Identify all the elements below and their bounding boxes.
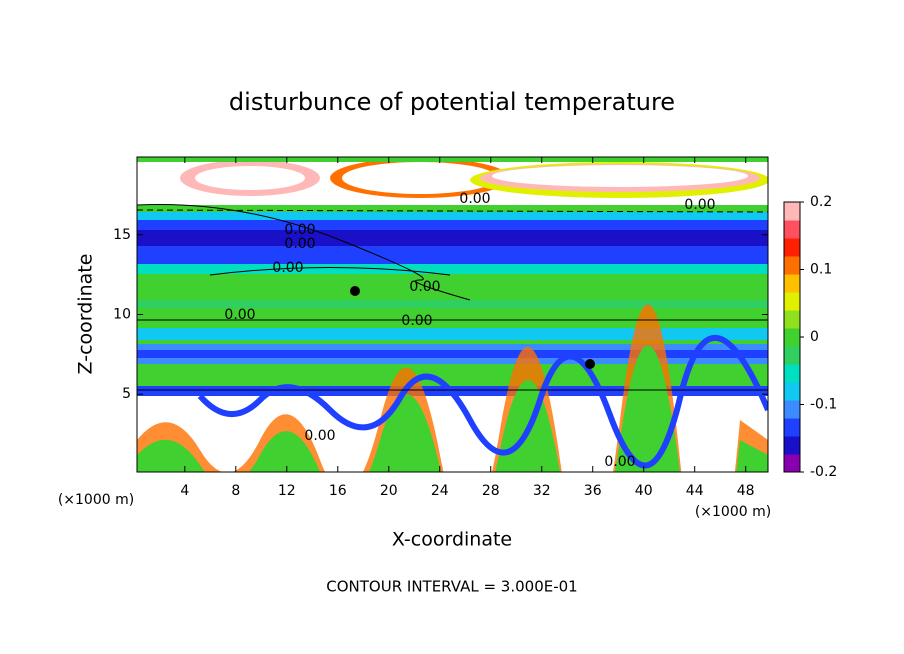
- contour-label: 0.00: [304, 428, 335, 444]
- colorbar-swatch: [784, 436, 800, 455]
- contour-label: 0.00: [684, 197, 715, 213]
- y-axis-label: Z-coordinate: [75, 254, 97, 375]
- x-tick-label: 4: [180, 483, 189, 499]
- colorbar-swatch: [784, 202, 800, 221]
- contour-label: 0.00: [409, 279, 440, 295]
- colorbar-swatch: [784, 400, 800, 419]
- colorbar-tick-label: 0.1: [810, 262, 832, 278]
- colorbar-tick-label: -0.2: [810, 464, 837, 480]
- colorbar-swatch: [784, 310, 800, 329]
- y-tick-label: 5: [122, 386, 131, 402]
- y-tick-label: 15: [113, 227, 131, 243]
- x-tick-label: 12: [278, 483, 296, 499]
- y-unit-label: (×1000 m): [58, 492, 134, 508]
- x-tick-label: 44: [686, 483, 704, 499]
- colorbar-swatch: [784, 382, 800, 401]
- contour-label: 0.00: [401, 313, 432, 329]
- contour-label: 0.00: [272, 260, 303, 276]
- x-tick-label: 20: [380, 483, 398, 499]
- colorbar-tick-label: 0.2: [810, 194, 832, 210]
- colorbar-tick-label: -0.1: [810, 397, 837, 413]
- x-tick-label: 8: [231, 483, 240, 499]
- colorbar-swatch: [784, 328, 800, 347]
- x-tick-label: 48: [737, 483, 755, 499]
- x-tick-label: 40: [635, 483, 653, 499]
- colorbar-swatch: [784, 364, 800, 383]
- colorbar-swatch: [784, 346, 800, 365]
- contour-label: 0.00: [224, 307, 255, 323]
- colorbar-swatch: [784, 292, 800, 311]
- colorbar-tick-label: 0: [810, 329, 819, 345]
- field: [137, 157, 768, 472]
- colorbar-swatch: [784, 418, 800, 437]
- x-tick-label: 24: [431, 483, 449, 499]
- footer: CONTOUR INTERVAL = 3.000E-01: [326, 578, 577, 596]
- x-tick-label: 32: [533, 483, 551, 499]
- chart-title: disturbunce of potential temperature: [229, 88, 675, 116]
- x-axis-label: X-coordinate: [392, 529, 512, 551]
- contour-label: 0.00: [284, 236, 315, 252]
- x-tick-label: 16: [329, 483, 347, 499]
- colorbar-swatch: [784, 256, 800, 275]
- y-tick-label: 10: [113, 307, 131, 323]
- x-tick-label: 28: [482, 483, 500, 499]
- colorbar-swatch: [784, 220, 800, 239]
- colorbar-swatch: [784, 238, 800, 257]
- x-unit-label: (×1000 m): [695, 504, 771, 520]
- contour-label: 0.00: [604, 454, 635, 470]
- x-tick-label: 36: [584, 483, 602, 499]
- contour-label: 0.00: [459, 191, 490, 207]
- colorbar-swatch: [784, 274, 800, 293]
- contour-label: 0.00: [284, 222, 315, 238]
- colorbar-swatch: [784, 454, 800, 473]
